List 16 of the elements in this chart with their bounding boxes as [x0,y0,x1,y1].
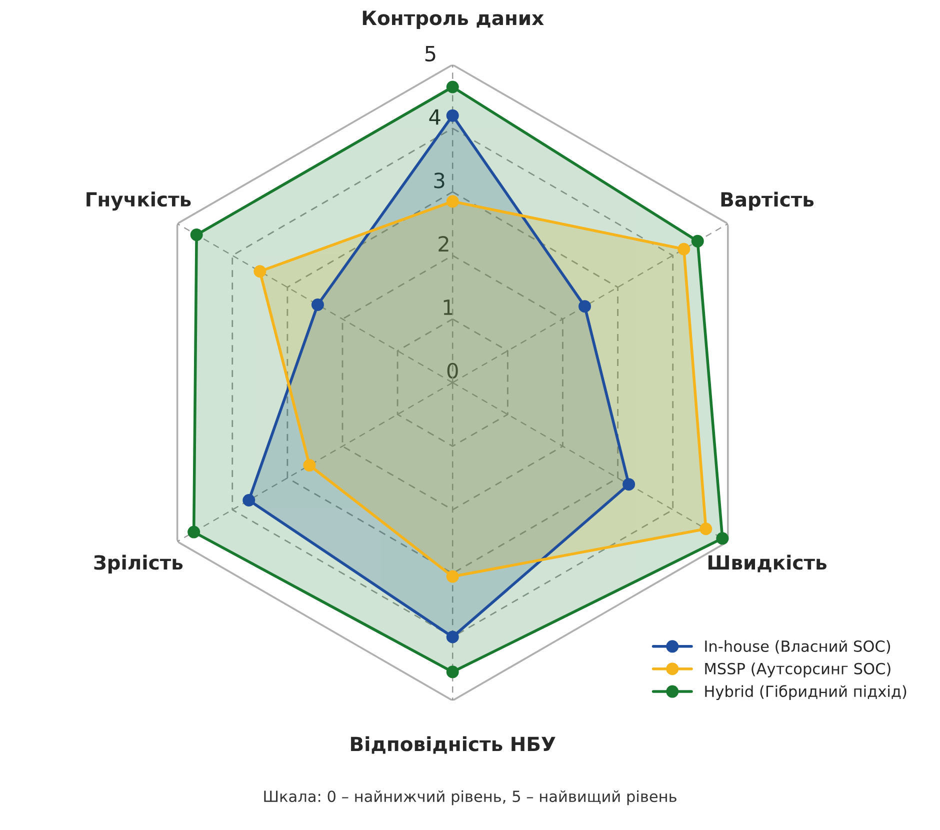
spoke-label: Вартість [721,192,814,211]
spoke-label: Відповідність НБУ [351,736,556,754]
legend-label: MSSP (Аутсорсинг SOC) [705,662,890,678]
y-tick-label: 3 [434,172,444,188]
y-tick-label: 1 [444,300,453,315]
y-tick-label: 0 [447,362,458,379]
y-tick-label: 4 [429,109,440,125]
spoke-label: Гнучкість [86,192,191,211]
legend-label: Hybrid (Гібридний підхід) [705,685,906,700]
text: Шкала: 0 – найнижчий рівень, 5 – найвищий рівень [264,790,676,806]
y-tick-label: 2 [438,236,448,252]
spoke-label: Зрілість [94,554,183,574]
y-tick-label: 5 [425,46,436,62]
spoke-label: Швидкість [708,554,826,572]
spoke-label: Контроль даних [362,10,544,30]
legend-label: In-house (Власний SOC) [705,640,890,654]
